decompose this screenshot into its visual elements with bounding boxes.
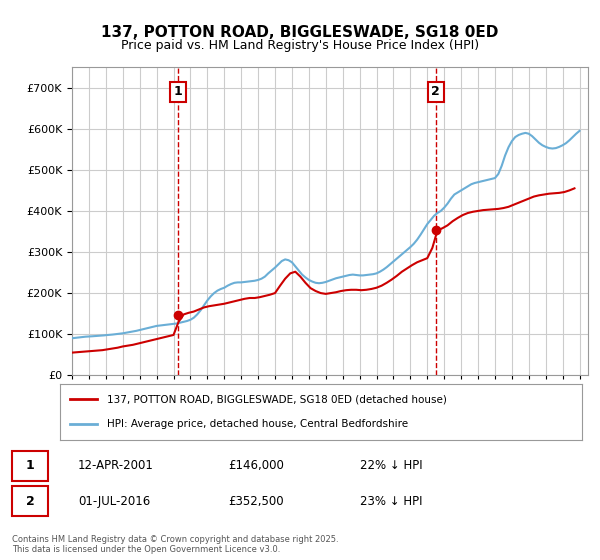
Text: 01-JUL-2016: 01-JUL-2016 xyxy=(78,494,150,508)
Text: 22% ↓ HPI: 22% ↓ HPI xyxy=(360,459,422,473)
Text: 1: 1 xyxy=(174,85,182,99)
Text: 2: 2 xyxy=(26,494,34,508)
Text: £146,000: £146,000 xyxy=(228,459,284,473)
FancyBboxPatch shape xyxy=(12,451,48,481)
Text: 137, POTTON ROAD, BIGGLESWADE, SG18 0ED (detached house): 137, POTTON ROAD, BIGGLESWADE, SG18 0ED … xyxy=(107,394,447,404)
Text: HPI: Average price, detached house, Central Bedfordshire: HPI: Average price, detached house, Cent… xyxy=(107,419,408,429)
Text: 137, POTTON ROAD, BIGGLESWADE, SG18 0ED: 137, POTTON ROAD, BIGGLESWADE, SG18 0ED xyxy=(101,25,499,40)
Text: 2: 2 xyxy=(431,85,440,99)
Text: £352,500: £352,500 xyxy=(228,494,284,508)
Text: 12-APR-2001: 12-APR-2001 xyxy=(78,459,154,473)
Text: 1: 1 xyxy=(26,459,34,473)
Text: Price paid vs. HM Land Registry's House Price Index (HPI): Price paid vs. HM Land Registry's House … xyxy=(121,39,479,52)
Text: Contains HM Land Registry data © Crown copyright and database right 2025.
This d: Contains HM Land Registry data © Crown c… xyxy=(12,535,338,554)
FancyBboxPatch shape xyxy=(12,486,48,516)
Text: 23% ↓ HPI: 23% ↓ HPI xyxy=(360,494,422,508)
